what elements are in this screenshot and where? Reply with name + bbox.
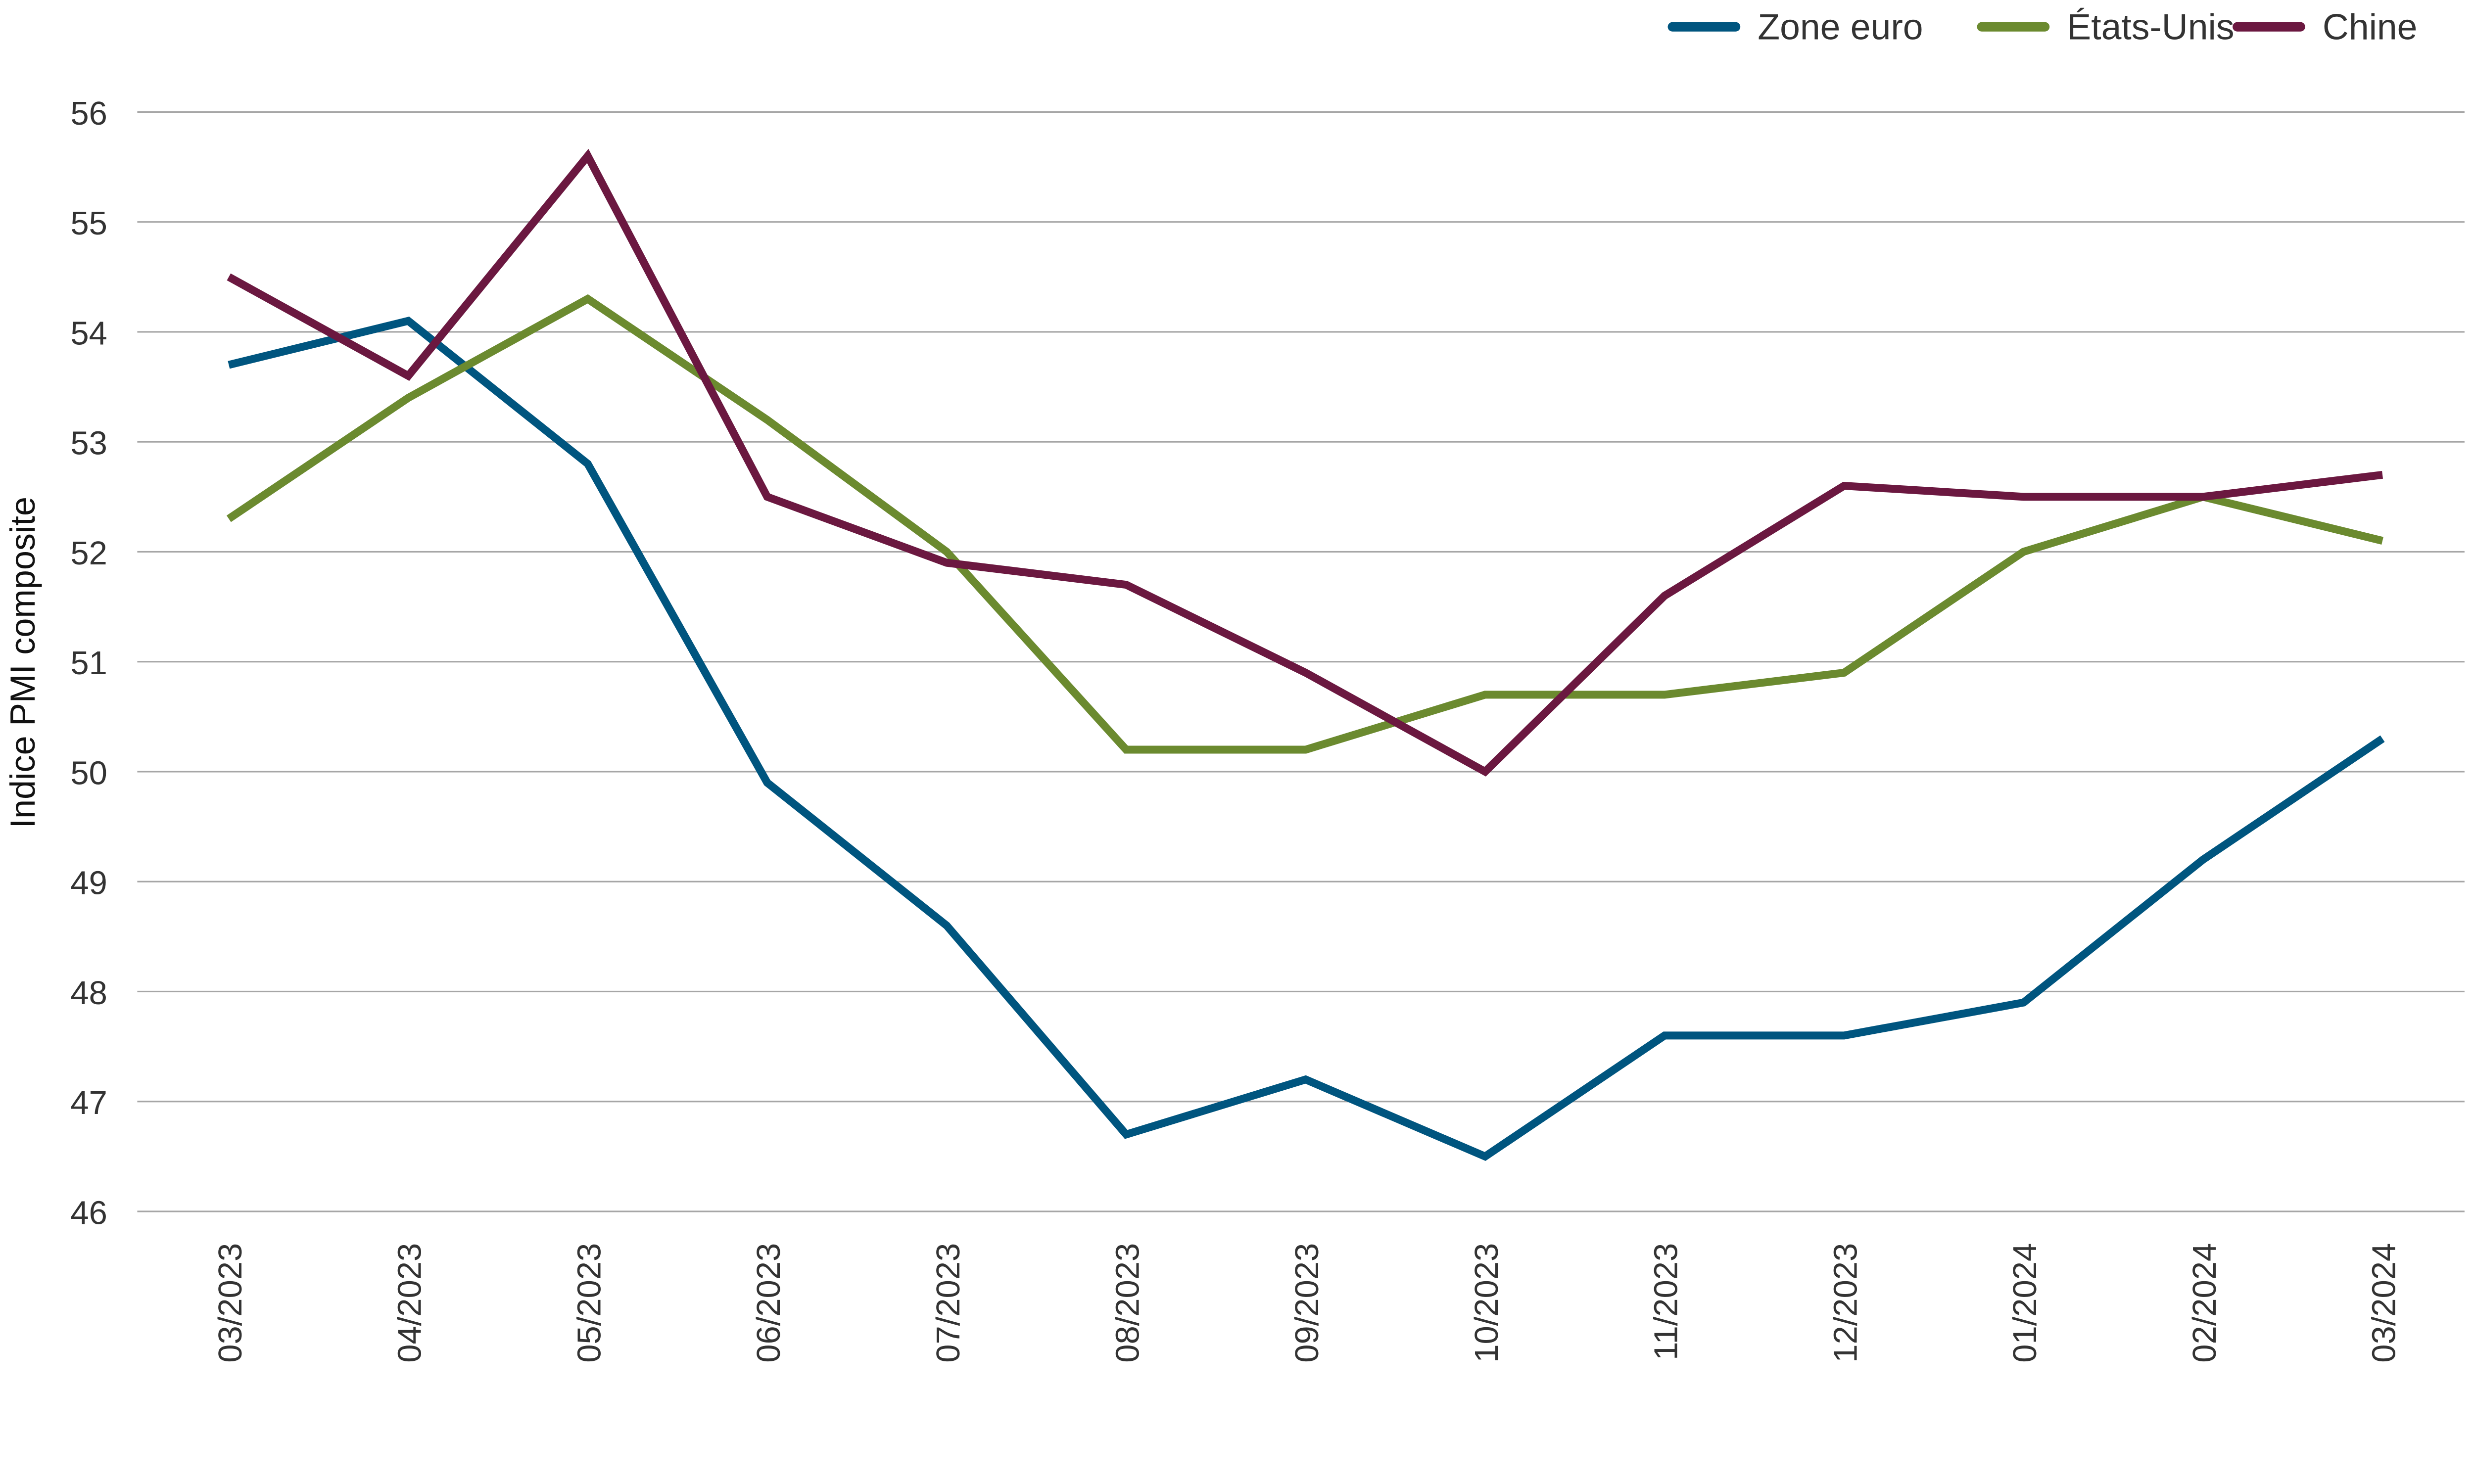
legend-label: Zone euro xyxy=(1758,7,1923,47)
legend-label: Chine xyxy=(2323,7,2418,47)
x-tick-label: 07/2023 xyxy=(930,1243,967,1363)
legend-item: Chine xyxy=(2233,7,2418,47)
x-tick-label: 09/2023 xyxy=(1288,1243,1326,1363)
x-tick-label: 02/2024 xyxy=(2186,1243,2223,1363)
series-line-2 xyxy=(227,148,2383,777)
y-tick-label: 56 xyxy=(70,95,107,132)
x-tick-label: 11/2023 xyxy=(1648,1243,1685,1360)
x-tick-label: 01/2024 xyxy=(2006,1243,2044,1363)
gridlines xyxy=(137,111,2465,1212)
x-tick-label: 03/2023 xyxy=(212,1243,249,1363)
x-tick-label: 04/2023 xyxy=(391,1243,428,1363)
x-tick-label: 03/2024 xyxy=(2366,1243,2403,1363)
x-axis-ticks: 03/2023 04/2023 05/2023 06/2023 07/2023 08/20… xyxy=(212,1243,2403,1363)
legend-label: États-Unis xyxy=(2067,7,2234,47)
x-tick-label: 12/2023 xyxy=(1827,1243,1864,1363)
series-lines xyxy=(226,148,2385,1161)
y-axis-ticks: 46 47 48 49 50 51 52 53 54 55 56 xyxy=(70,95,107,1232)
legend: Zone euro États-Unis Chine xyxy=(1667,7,2418,47)
y-tick-label: 54 xyxy=(70,315,107,352)
x-tick-label: 10/2023 xyxy=(1468,1243,1505,1363)
y-tick-label: 47 xyxy=(70,1084,107,1121)
y-tick-label: 52 xyxy=(70,535,107,572)
y-tick-label: 48 xyxy=(70,974,107,1012)
series-line-0 xyxy=(228,317,2385,1161)
x-tick-label: 06/2023 xyxy=(750,1243,787,1363)
pmi-line-chart: 46 47 48 49 50 51 52 53 54 55 56 03/2023 04/2023 05/… xyxy=(3,7,2465,1363)
y-tick-label: 53 xyxy=(70,425,107,462)
y-tick-label: 46 xyxy=(70,1194,107,1231)
y-tick-label: 55 xyxy=(70,205,107,242)
series-line-1 xyxy=(226,294,2383,754)
y-axis-label: Indice PMI composite xyxy=(3,497,42,829)
x-tick-label: 05/2023 xyxy=(571,1243,608,1363)
legend-item: États-Unis xyxy=(1977,7,2235,47)
x-tick-label: 08/2023 xyxy=(1109,1243,1146,1363)
y-tick-label: 51 xyxy=(70,645,107,682)
y-tick-label: 50 xyxy=(70,754,107,791)
y-tick-label: 49 xyxy=(70,865,107,902)
legend-item: Zone euro xyxy=(1667,7,1923,47)
